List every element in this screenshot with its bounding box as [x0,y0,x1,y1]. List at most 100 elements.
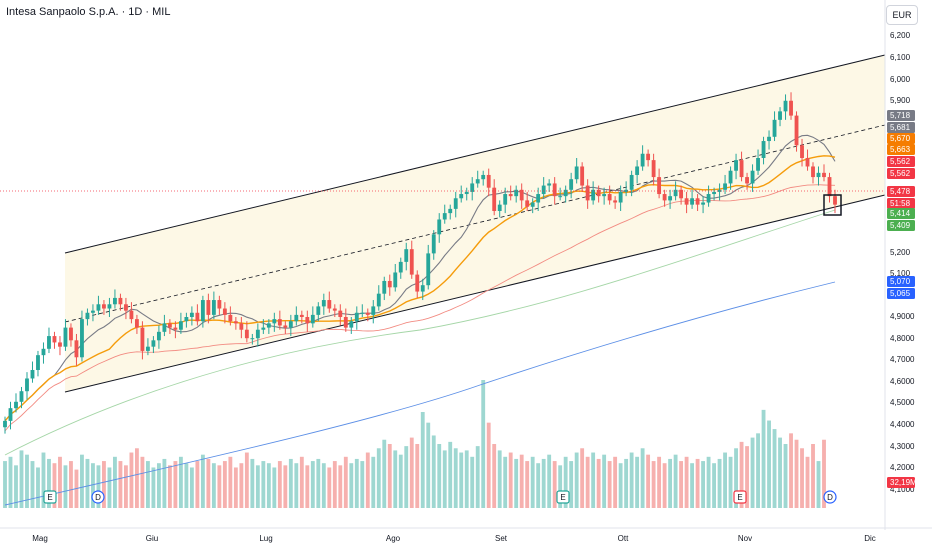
candle-body[interactable] [426,253,431,286]
candle-body[interactable] [91,310,95,313]
candle-body[interactable] [816,172,821,178]
candle-body[interactable] [470,183,475,192]
candle-body[interactable] [519,189,524,201]
earnings-marker-icon[interactable] [43,490,57,504]
candle-body[interactable] [453,198,458,209]
candle-body[interactable] [503,194,508,205]
candle-body[interactable] [178,321,183,330]
candle-body[interactable] [536,194,541,203]
candle-body[interactable] [486,174,491,188]
candle-body[interactable] [255,329,260,339]
candle-body[interactable] [706,194,711,203]
candle-body[interactable] [327,300,332,309]
candle-body[interactable] [679,189,684,199]
candle-body[interactable] [431,234,436,254]
candle-body[interactable] [497,204,502,211]
candle-body[interactable] [354,312,359,322]
dividend-marker-icon[interactable] [823,490,837,504]
candle-body[interactable] [85,312,90,320]
candle-body[interactable] [371,306,376,315]
candle-body[interactable] [530,202,535,207]
candle-body[interactable] [833,196,837,205]
candle-body[interactable] [420,285,425,292]
candle-body[interactable] [585,185,590,201]
candle-body[interactable] [294,314,299,322]
candle-body[interactable] [3,420,7,428]
candle-body[interactable] [52,336,57,343]
candle-body[interactable] [695,198,700,205]
candle-body[interactable] [723,183,727,190]
candle-body[interactable] [508,194,513,197]
candle-body[interactable] [745,177,749,184]
candle-body[interactable] [8,408,13,421]
candle-body[interactable] [646,153,651,161]
candle-body[interactable] [277,319,282,326]
candle-body[interactable] [684,198,689,205]
candle-body[interactable] [283,325,288,328]
currency-selector[interactable]: EUR [886,5,918,25]
candle-body[interactable] [640,153,645,167]
candle-body[interactable] [739,160,744,178]
candle-body[interactable] [492,187,497,211]
candle-body[interactable] [822,172,826,178]
channel-midline[interactable] [64,124,886,323]
candle-body[interactable] [800,145,804,158]
candle-body[interactable] [569,179,574,190]
candle-body[interactable] [475,179,480,184]
candle-body[interactable] [261,327,266,330]
candle-body[interactable] [613,200,618,203]
candle-body[interactable] [717,189,722,192]
candle-body[interactable] [827,177,832,197]
earnings-marker-icon[interactable] [733,490,747,504]
candle-body[interactable] [393,272,398,288]
candle-body[interactable] [629,174,634,190]
selection-box[interactable] [823,194,842,216]
candle-body[interactable] [173,327,178,330]
candle-body[interactable] [591,189,596,201]
candle-body[interactable] [14,401,18,409]
candle-body[interactable] [376,293,381,307]
candle-body[interactable] [102,304,106,309]
candle-body[interactable] [58,342,62,347]
candle-body[interactable] [36,355,40,370]
candle-body[interactable] [25,378,29,392]
candle-body[interactable] [222,308,227,315]
candle-body[interactable] [596,189,601,197]
candle-body[interactable] [288,321,293,328]
candle-body[interactable] [563,189,568,197]
candle-body[interactable] [200,300,205,322]
candle-body[interactable] [233,321,238,324]
candle-body[interactable] [514,189,519,197]
candle-body[interactable] [151,340,156,347]
candle-body[interactable] [734,160,738,171]
candle-body[interactable] [250,338,255,340]
candle-body[interactable] [772,119,777,137]
candle-body[interactable] [464,191,469,195]
candle-body[interactable] [189,312,194,317]
candle-body[interactable] [195,312,200,322]
candle-body[interactable] [69,327,73,341]
candle-body[interactable] [80,319,84,358]
earnings-marker-icon[interactable] [556,490,570,504]
candle-body[interactable] [239,323,244,330]
candle-body[interactable] [442,213,447,220]
candle-body[interactable] [134,319,139,328]
candle-body[interactable] [299,314,304,317]
candle-body[interactable] [74,340,79,358]
candle-body[interactable] [140,327,145,351]
candle-body[interactable] [701,202,706,205]
candle-body[interactable] [316,306,321,315]
candle-body[interactable] [124,304,128,311]
candle-body[interactable] [321,300,326,307]
candle-body[interactable] [750,170,755,184]
candle-body[interactable] [266,323,271,328]
candle-body[interactable] [244,329,249,339]
candle-body[interactable] [272,319,277,324]
candle-body[interactable] [360,312,365,314]
candle-body[interactable] [778,111,782,120]
candle-body[interactable] [552,183,557,197]
candle-body[interactable] [712,191,716,195]
candle-body[interactable] [789,100,793,116]
candle-body[interactable] [398,261,403,273]
candle-body[interactable] [19,391,24,402]
